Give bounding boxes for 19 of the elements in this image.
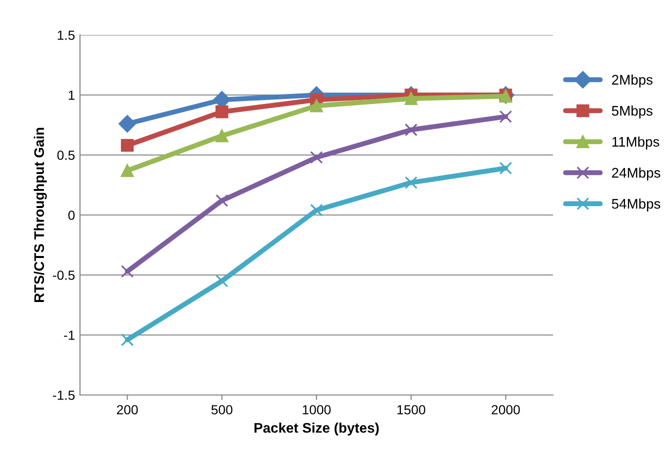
x-tick-label: 200 <box>116 405 138 414</box>
y-tick-label: 0.5 <box>57 150 75 160</box>
y-tick-label: 0 <box>68 210 75 220</box>
x-tick-label: 500 <box>211 405 232 414</box>
y-tick-label: -0.5 <box>52 270 75 280</box>
y-tick-label: -1 <box>64 330 74 340</box>
x-tick-label: 1000 <box>302 405 331 414</box>
y-tick-label: -1.5 <box>52 390 75 400</box>
y-tick-label: 1 <box>68 90 74 100</box>
y-tick-label: 1.5 <box>58 30 75 40</box>
x-tick-label: 2000 <box>492 405 520 414</box>
legend-label: 24Mbps <box>612 168 660 180</box>
legend-label: 2Mbps <box>612 74 653 88</box>
x-axis-title: Packet Size (bytes) <box>254 422 379 436</box>
legend-label: 5Mbps <box>612 106 653 118</box>
legend-label: 11Mbps <box>612 136 660 150</box>
y-axis-title: RTS/CTS Throughput Gain <box>34 128 47 302</box>
legend-label: 54Mbps <box>612 198 660 212</box>
x-tick-label: 1500 <box>397 405 426 414</box>
